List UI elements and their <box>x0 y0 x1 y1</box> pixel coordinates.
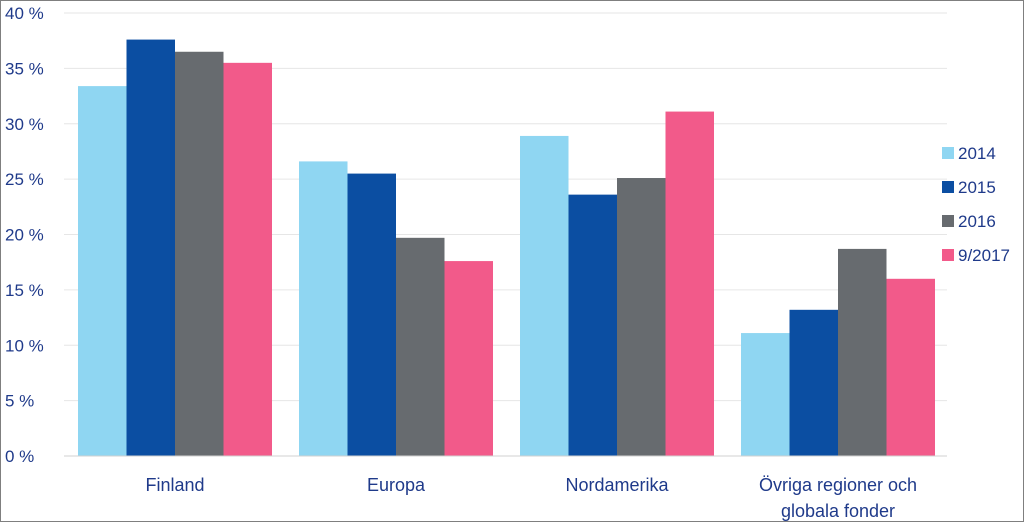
y-tick-label: 40 % <box>5 4 44 23</box>
x-tick-label: Övriga regioner och <box>759 475 917 495</box>
legend-swatch <box>942 215 954 227</box>
bar <box>665 111 714 456</box>
y-tick-label: 5 % <box>5 392 34 411</box>
bar <box>126 39 175 457</box>
bar <box>838 248 887 456</box>
bar <box>299 161 348 456</box>
bar <box>886 278 935 456</box>
legend-swatch <box>942 249 954 261</box>
legend-label: 9/2017 <box>958 246 1010 265</box>
y-tick-label: 0 % <box>5 447 34 466</box>
bar <box>396 237 445 456</box>
legend-swatch <box>942 181 954 193</box>
y-tick-label: 25 % <box>5 170 44 189</box>
bar <box>741 333 790 456</box>
legend-label: 2015 <box>958 178 996 197</box>
bar <box>78 86 127 456</box>
legend-label: 2014 <box>958 144 996 163</box>
legend-swatch <box>942 147 954 159</box>
bar <box>223 62 272 457</box>
y-tick-label: 20 % <box>5 226 44 245</box>
bar <box>520 135 569 456</box>
bar <box>175 51 224 456</box>
x-tick-label: Europa <box>367 475 426 495</box>
x-tick-label: globala fonder <box>781 501 895 521</box>
legend-label: 2016 <box>958 212 996 231</box>
bar <box>568 194 617 456</box>
bar <box>617 178 666 456</box>
y-tick-label: 30 % <box>5 115 44 134</box>
bar <box>444 261 493 456</box>
x-tick-label: Finland <box>145 475 204 495</box>
bar <box>789 309 838 456</box>
bar <box>347 173 396 456</box>
y-tick-label: 10 % <box>5 336 44 355</box>
y-tick-label: 15 % <box>5 281 44 300</box>
x-tick-label: Nordamerika <box>565 475 669 495</box>
y-tick-label: 35 % <box>5 59 44 78</box>
